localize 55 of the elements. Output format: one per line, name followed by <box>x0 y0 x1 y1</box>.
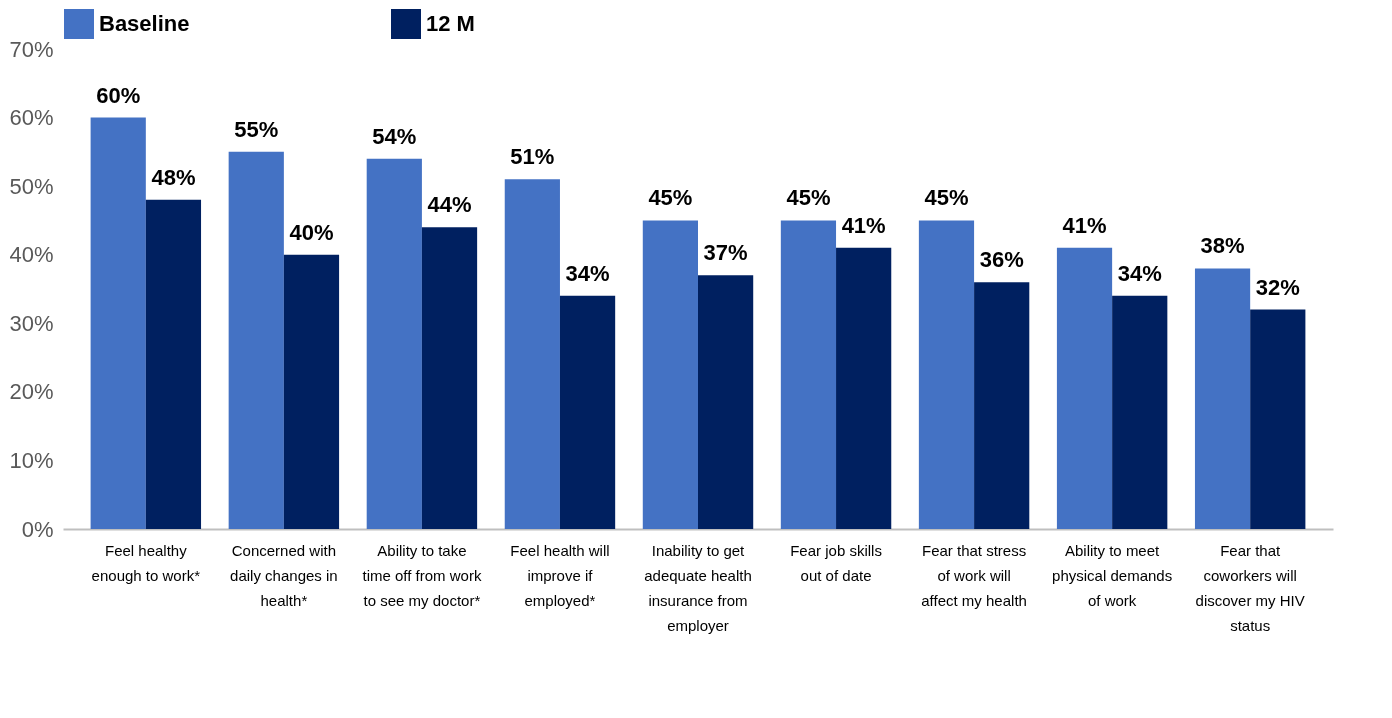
data-label: 38% <box>1200 233 1245 259</box>
data-label: 45% <box>924 185 969 211</box>
data-label: 36% <box>979 247 1024 273</box>
bar <box>1194 268 1251 529</box>
data-label: 44% <box>427 192 472 218</box>
x-tick-label: Feel health will improve if employed* <box>510 541 610 609</box>
data-label: 34% <box>1117 260 1162 286</box>
x-tick-label: Fear job skills out of date <box>790 541 882 584</box>
data-label: 51% <box>510 144 555 170</box>
data-label: 48% <box>151 164 196 190</box>
bar <box>918 220 975 529</box>
bar <box>780 220 837 529</box>
bar <box>559 295 616 529</box>
data-label: 54% <box>372 123 417 149</box>
bar <box>698 275 754 529</box>
bar <box>642 220 698 529</box>
y-tick-label: 0% <box>21 516 54 542</box>
y-tick-label: 70% <box>9 36 54 62</box>
data-label: 34% <box>565 260 610 286</box>
bar <box>1112 295 1168 529</box>
bar <box>283 254 340 529</box>
data-label: 41% <box>841 212 886 238</box>
data-label: 60% <box>96 82 141 108</box>
x-tick-label: Inability to get adequate health insurance from employer <box>644 541 752 634</box>
bar <box>1250 309 1306 529</box>
y-tick-label: 10% <box>9 447 54 473</box>
y-tick-label: 20% <box>9 379 54 405</box>
data-label: 41% <box>1062 212 1107 238</box>
bar <box>421 227 478 529</box>
data-label: 45% <box>648 185 693 211</box>
bar <box>90 117 146 529</box>
data-label: 40% <box>289 219 334 245</box>
x-tick-label: Ability to meet physical demands of work <box>1052 541 1173 609</box>
y-tick-label: 40% <box>9 242 54 268</box>
bar <box>1056 247 1113 529</box>
bar <box>836 247 892 529</box>
bar <box>974 282 1030 529</box>
y-tick-label: 60% <box>9 105 54 131</box>
bar <box>145 199 202 529</box>
y-tick-label: 50% <box>9 173 54 199</box>
y-tick-label: 30% <box>9 310 54 336</box>
x-tick-label: Ability to take time off from work to see my doctor* <box>362 541 482 609</box>
data-label: 45% <box>786 185 831 211</box>
data-label: 37% <box>703 240 748 266</box>
data-label: 55% <box>234 116 279 142</box>
x-tick-label: Concerned with daily changes in health* <box>230 541 338 609</box>
x-tick-label: Feel healthy enough to work* <box>91 541 201 584</box>
x-tick-label: Fear that coworkers will discover my HIV status <box>1195 541 1305 634</box>
bar <box>228 151 284 529</box>
bar <box>504 179 560 529</box>
data-label: 32% <box>1255 274 1300 300</box>
legend-label: Baseline <box>99 11 190 36</box>
legend-label: 12 M <box>426 11 475 36</box>
bar <box>366 158 422 529</box>
x-tick-label: Fear that stress of work will affect my health <box>921 541 1027 609</box>
